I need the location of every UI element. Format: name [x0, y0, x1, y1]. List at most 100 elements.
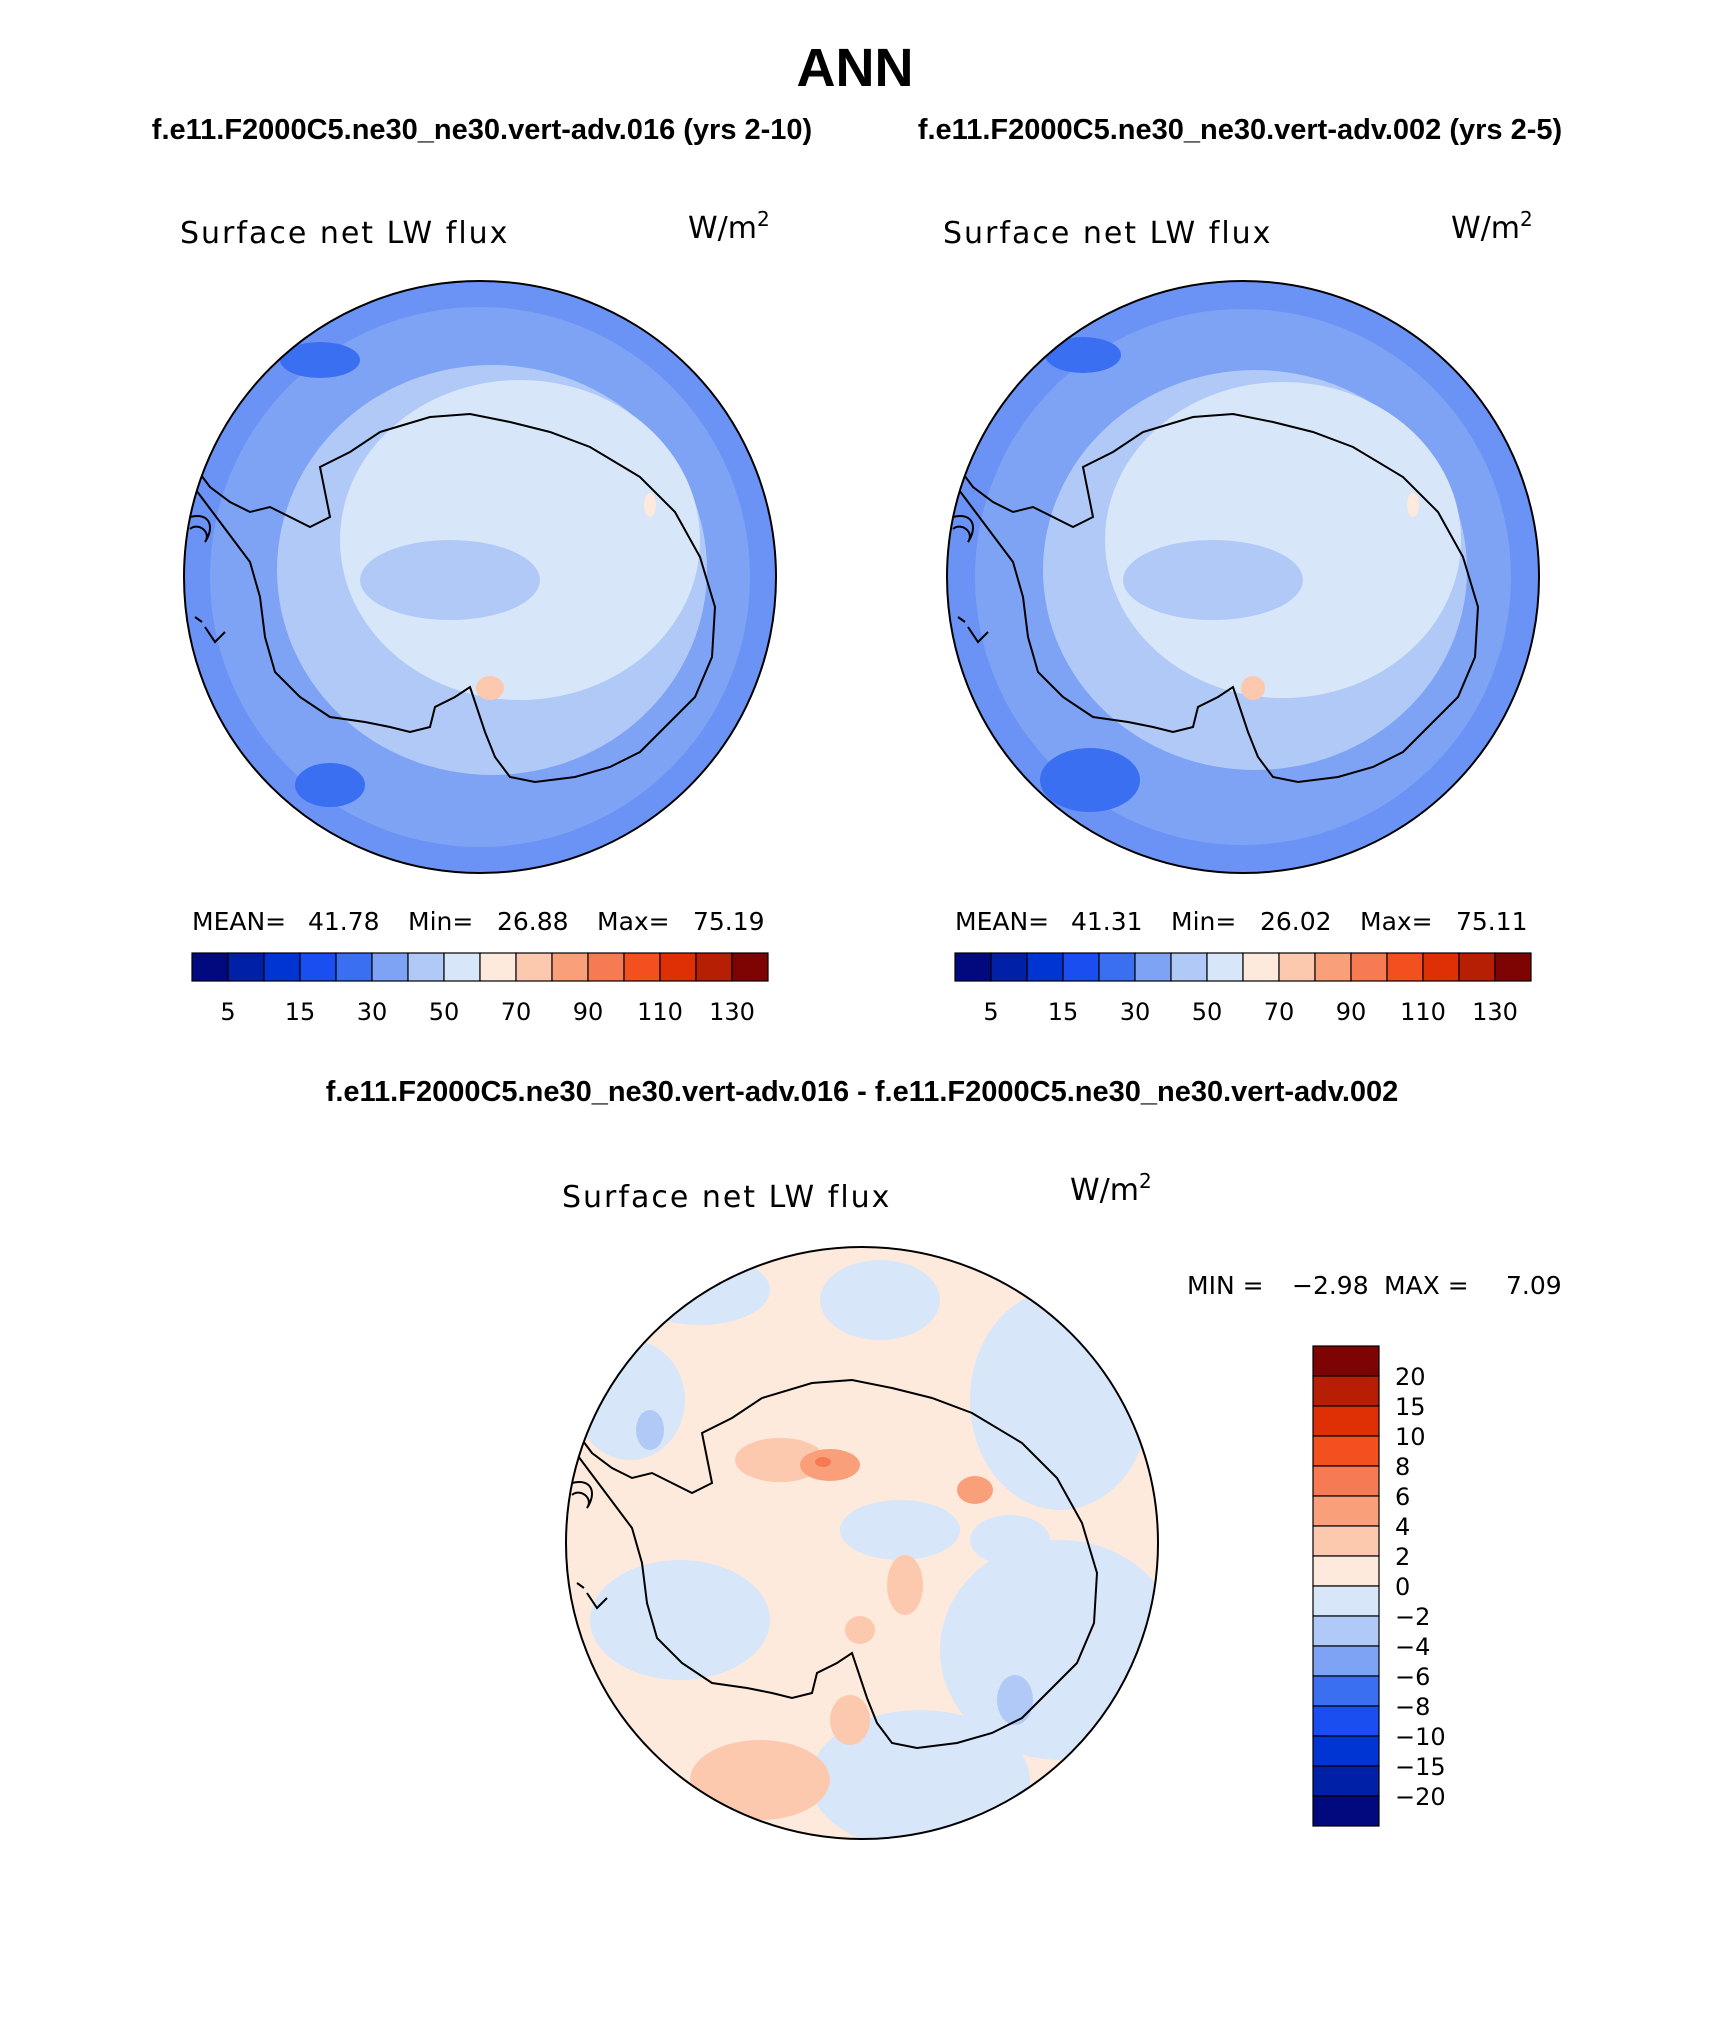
left-colorbar-box [335, 952, 373, 982]
right-colorbar-box [1350, 952, 1388, 982]
diff-colorbar-label: 6 [1395, 1483, 1410, 1511]
left-colorbar-box [191, 952, 229, 982]
left-colorbar-box [263, 952, 301, 982]
left-stats: MEAN= 41.78 Min= 26.88 Max= 75.19 [192, 907, 765, 936]
diff-colorbar-label: 10 [1395, 1423, 1426, 1451]
svg-text:Min=: Min= [1171, 907, 1236, 936]
left-colorbar-box [551, 952, 589, 982]
diff-colorbar-label: −6 [1395, 1663, 1430, 1691]
left-case-label: f.e11.F2000C5.ne30_ne30.vert-adv.016 (yr… [152, 114, 812, 146]
diff-units: W/m2 [1070, 1169, 1152, 1208]
diff-colorbar-label: −2 [1395, 1603, 1430, 1631]
diff-colorbar-label: 4 [1395, 1513, 1410, 1541]
diff-colorbar-label: −8 [1395, 1693, 1430, 1721]
right-colorbar-box [1134, 952, 1172, 982]
diff-colorbar-box [1312, 1645, 1380, 1677]
svg-text:Max=: Max= [597, 907, 670, 936]
diff-colorbar-label: 15 [1395, 1393, 1426, 1421]
right-colorbar-label: 50 [1192, 998, 1223, 1026]
left-field-name: Surface net LW flux [180, 216, 509, 251]
left-units: W/m2 [688, 207, 770, 246]
svg-text:−2.98: −2.98 [1292, 1271, 1369, 1300]
left-colorbar-box [299, 952, 337, 982]
left-colorbar: 5 15 30 50 70 90 110 130 [191, 952, 769, 1026]
svg-text:26.02: 26.02 [1260, 907, 1332, 936]
diff-field-name: Surface net LW flux [562, 1180, 891, 1215]
right-map [947, 281, 1539, 873]
diff-colorbar-box [1312, 1345, 1380, 1377]
diff-colorbar-label: 2 [1395, 1543, 1410, 1571]
left-colorbar-box [623, 952, 661, 982]
right-panel: Surface net LW flux W/m2 MEAN= 41.31 Min… [943, 207, 1540, 1026]
diff-colorbar-label: −15 [1395, 1753, 1446, 1781]
right-colorbar-box [990, 952, 1028, 982]
diff-map-outline [565, 1246, 1159, 1840]
svg-text:MEAN=: MEAN= [192, 907, 286, 936]
right-colorbar-box [1026, 952, 1064, 982]
diff-colorbar-box [1312, 1465, 1380, 1497]
diff-colorbar-box [1312, 1555, 1380, 1587]
diff-colorbar-box [1312, 1615, 1380, 1647]
diff-colorbar-box [1312, 1435, 1380, 1467]
left-colorbar-box [479, 952, 517, 982]
diff-colorbar-box [1312, 1735, 1380, 1767]
right-colorbar-box [1170, 952, 1208, 982]
diff-colorbar-box [1312, 1705, 1380, 1737]
right-colorbar-box [1494, 952, 1532, 982]
right-units: W/m2 [1451, 207, 1533, 246]
right-colorbar-box [1458, 952, 1496, 982]
svg-text:26.88: 26.88 [497, 907, 569, 936]
right-colorbar-label: 5 [983, 998, 998, 1026]
svg-text:MAX =: MAX = [1384, 1271, 1469, 1300]
diff-colorbar-label: −10 [1395, 1723, 1446, 1751]
diff-colorbar-label: 8 [1395, 1453, 1410, 1481]
diff-panel: Surface net LW flux W/m2 [562, 1169, 1562, 1840]
right-colorbar-label: 30 [1120, 998, 1151, 1026]
left-colorbar-box [371, 952, 409, 982]
svg-text:41.78: 41.78 [308, 907, 380, 936]
right-colorbar-label: 130 [1472, 998, 1518, 1026]
right-colorbar-box [1314, 952, 1352, 982]
right-colorbar-box [1386, 952, 1424, 982]
right-colorbar-box [1278, 952, 1316, 982]
diff-title: f.e11.F2000C5.ne30_ne30.vert-adv.016 - f… [326, 1076, 1399, 1108]
left-colorbar-label: 90 [573, 998, 604, 1026]
right-colorbar-label: 15 [1048, 998, 1079, 1026]
left-map-outline [183, 280, 777, 874]
diff-colorbar-box [1312, 1765, 1380, 1797]
right-colorbar: 5 15 30 50 70 90 110 130 [954, 952, 1532, 1026]
left-colorbar-box [407, 952, 445, 982]
diff-colorbar-box [1312, 1375, 1380, 1407]
right-field-name: Surface net LW flux [943, 216, 1272, 251]
right-case-label: f.e11.F2000C5.ne30_ne30.vert-adv.002 (yr… [918, 114, 1562, 146]
diff-colorbar-box [1312, 1405, 1380, 1437]
right-map-outline [946, 280, 1540, 874]
left-colorbar-box [515, 952, 553, 982]
left-colorbar-box [227, 952, 265, 982]
right-colorbar-box [1206, 952, 1244, 982]
diff-colorbar-box [1312, 1795, 1380, 1827]
diff-colorbar-box [1312, 1495, 1380, 1527]
svg-text:7.09: 7.09 [1506, 1271, 1562, 1300]
svg-text:MEAN=: MEAN= [955, 907, 1049, 936]
left-panel: Surface net LW flux W/m2 MEAN= 41.78 Min… [180, 207, 777, 1026]
left-colorbar-label: 30 [357, 998, 388, 1026]
svg-text:75.19: 75.19 [693, 907, 765, 936]
right-colorbar-label: 90 [1336, 998, 1367, 1026]
right-stats: MEAN= 41.31 Min= 26.02 Max= 75.11 [955, 907, 1528, 936]
diff-colorbar-label: 20 [1395, 1363, 1426, 1391]
left-colorbar-label: 110 [637, 998, 683, 1026]
diff-colorbar-box [1312, 1525, 1380, 1557]
diff-stats: MIN = −2.98 MAX = 7.09 [1187, 1271, 1562, 1300]
diff-colorbar-box [1312, 1675, 1380, 1707]
left-colorbar-label: 70 [501, 998, 532, 1026]
left-colorbar-label: 50 [429, 998, 460, 1026]
left-colorbar-label: 5 [220, 998, 235, 1026]
left-colorbar-box [695, 952, 733, 982]
svg-text:41.31: 41.31 [1071, 907, 1143, 936]
figure-title: ANN [797, 38, 914, 98]
svg-text:Max=: Max= [1360, 907, 1433, 936]
diff-colorbar-label: −4 [1395, 1633, 1430, 1661]
